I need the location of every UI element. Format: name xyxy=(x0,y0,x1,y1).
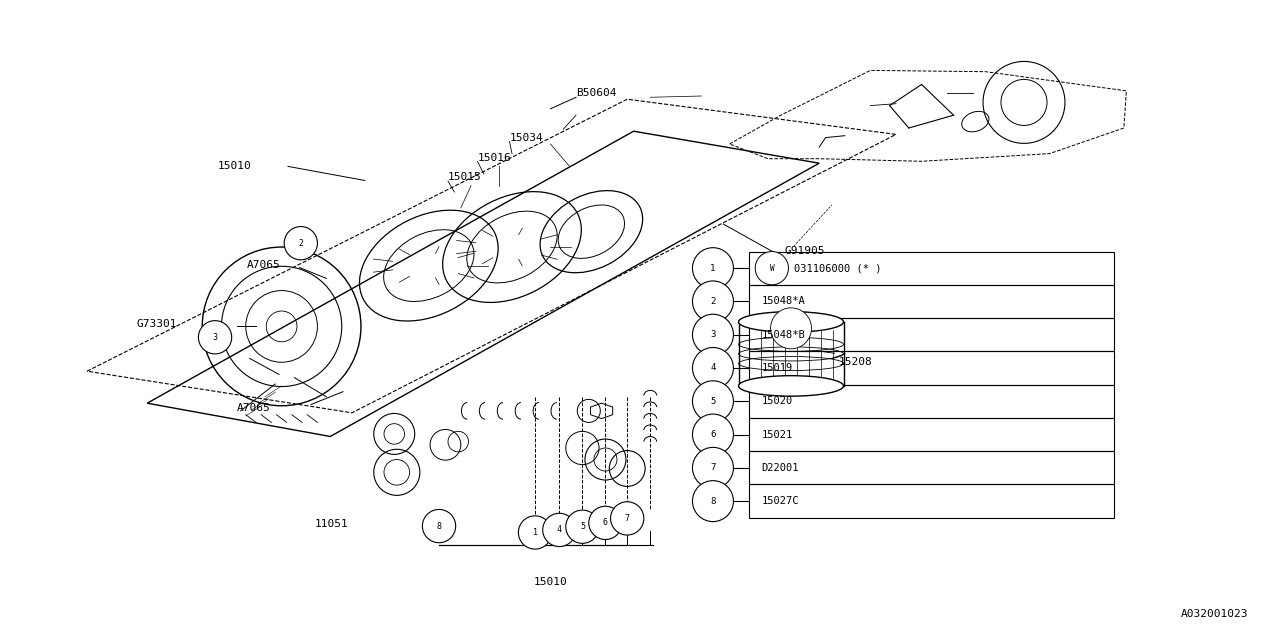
Circle shape xyxy=(692,348,733,388)
Circle shape xyxy=(422,509,456,543)
Text: 15010: 15010 xyxy=(534,577,567,588)
Text: B50604: B50604 xyxy=(576,88,617,99)
Text: 7: 7 xyxy=(710,463,716,472)
Circle shape xyxy=(611,502,644,535)
Circle shape xyxy=(692,414,733,455)
Text: 15048*B: 15048*B xyxy=(762,330,805,340)
Text: 5: 5 xyxy=(710,397,716,406)
Text: 031106000 (* ): 031106000 (* ) xyxy=(794,263,881,273)
Text: 15208: 15208 xyxy=(838,356,872,367)
Text: A032001023: A032001023 xyxy=(1180,609,1248,620)
Circle shape xyxy=(692,314,733,355)
Text: 3: 3 xyxy=(710,330,716,339)
Bar xyxy=(749,318,1114,351)
Ellipse shape xyxy=(739,312,844,332)
Bar xyxy=(749,484,1114,518)
Bar xyxy=(749,252,1114,285)
Text: 15027C: 15027C xyxy=(762,496,799,506)
Text: 15015: 15015 xyxy=(448,172,481,182)
Circle shape xyxy=(518,516,552,549)
Circle shape xyxy=(589,506,622,540)
Text: 5: 5 xyxy=(580,522,585,531)
Text: 1: 1 xyxy=(532,528,538,537)
Circle shape xyxy=(771,308,812,349)
Circle shape xyxy=(284,227,317,260)
Circle shape xyxy=(543,513,576,547)
Bar xyxy=(749,418,1114,451)
Text: 15048*A: 15048*A xyxy=(762,296,805,307)
Circle shape xyxy=(692,381,733,422)
Text: W: W xyxy=(769,264,774,273)
Text: 7: 7 xyxy=(625,514,630,523)
Text: 1: 1 xyxy=(710,264,716,273)
Bar xyxy=(749,385,1114,418)
Text: 15019: 15019 xyxy=(762,363,792,373)
Circle shape xyxy=(692,281,733,322)
Text: 11051: 11051 xyxy=(315,518,348,529)
Text: 3: 3 xyxy=(212,333,218,342)
Bar xyxy=(749,351,1114,385)
Text: G91905: G91905 xyxy=(785,246,826,256)
Text: 6: 6 xyxy=(603,518,608,527)
Ellipse shape xyxy=(739,376,844,396)
Text: 4: 4 xyxy=(557,525,562,534)
Text: 2: 2 xyxy=(710,297,716,306)
Text: D22001: D22001 xyxy=(762,463,799,473)
Text: 15016: 15016 xyxy=(477,153,511,163)
Text: 15020: 15020 xyxy=(762,396,792,406)
Text: 8: 8 xyxy=(710,497,716,506)
Circle shape xyxy=(692,248,733,289)
Text: 8: 8 xyxy=(436,522,442,531)
Text: 6: 6 xyxy=(710,430,716,439)
Text: 15021: 15021 xyxy=(762,429,792,440)
Bar xyxy=(749,451,1114,484)
Circle shape xyxy=(692,447,733,488)
Bar xyxy=(749,285,1114,318)
Circle shape xyxy=(566,510,599,543)
Text: 2: 2 xyxy=(298,239,303,248)
Text: G73301: G73301 xyxy=(137,319,178,330)
Text: A7065: A7065 xyxy=(237,403,270,413)
Text: 15034: 15034 xyxy=(509,132,543,143)
Circle shape xyxy=(692,481,733,522)
Circle shape xyxy=(755,252,788,285)
Text: 15010: 15010 xyxy=(218,161,251,172)
Circle shape xyxy=(198,321,232,354)
Text: A7065: A7065 xyxy=(247,260,280,270)
Text: 4: 4 xyxy=(710,364,716,372)
